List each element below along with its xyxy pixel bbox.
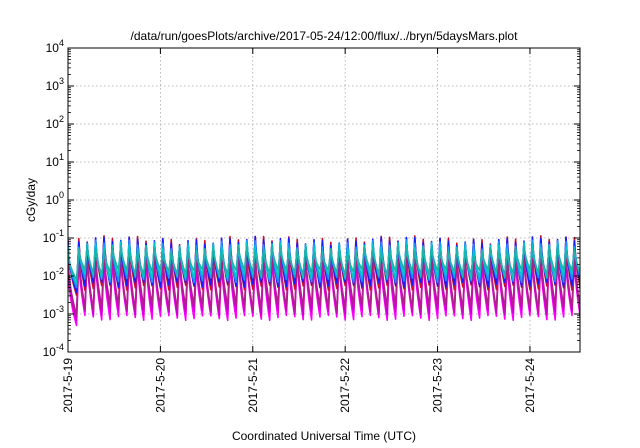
x-tick-labels: 2017-5-19 2017-5-20 2017-5-21 2017-5-22 2017… <box>61 358 537 413</box>
y-tick-base: 10 <box>46 41 60 55</box>
chart-title: /data/run/goesPlots/archive/2017-05-24/1… <box>131 29 519 43</box>
y-tick-exponent: 3 <box>59 76 64 86</box>
y-tick-label: 10-1 <box>43 228 64 245</box>
y-tick-exponent: 1 <box>59 152 64 162</box>
y-tick-base: 10 <box>43 269 57 283</box>
x-tick-label: 2017-5-24 <box>523 358 537 413</box>
y-tick-base: 10 <box>46 155 60 169</box>
y-axis-label: cGy/day <box>24 178 38 222</box>
ticks <box>67 47 580 353</box>
y-tick-label: 10-3 <box>43 304 64 321</box>
y-tick-exponent: -4 <box>56 342 64 352</box>
y-tick-base: 10 <box>46 79 60 93</box>
x-axis-label: Coordinated Universal Time (UTC) <box>232 429 416 443</box>
y-tick-base: 10 <box>43 345 57 359</box>
y-tick-label: 101 <box>46 152 64 169</box>
y-tick-label: 10-4 <box>43 342 64 359</box>
y-tick-exponent: -2 <box>56 266 64 276</box>
y-tick-base: 10 <box>43 231 57 245</box>
y-tick-exponent: -3 <box>56 304 64 314</box>
y-tick-exponent: 0 <box>59 190 64 200</box>
series-line <box>68 244 580 281</box>
y-tick-label: 104 <box>46 38 64 55</box>
y-tick-exponent: 4 <box>59 38 64 48</box>
y-tick-label: 10-2 <box>43 266 64 283</box>
y-tick-base: 10 <box>46 117 60 131</box>
x-tick-label: 2017-5-21 <box>246 358 260 413</box>
y-tick-exponent: 2 <box>59 114 64 124</box>
y-tick-base: 10 <box>46 193 60 207</box>
x-tick-label: 2017-5-23 <box>431 358 445 413</box>
y-tick-base: 10 <box>43 307 57 321</box>
x-tick-label: 2017-5-22 <box>338 358 352 413</box>
y-tick-label: 102 <box>46 114 64 131</box>
x-tick-label: 2017-5-20 <box>153 358 167 413</box>
y-tick-exponent: -1 <box>56 228 64 238</box>
series-group <box>68 235 580 327</box>
y-tick-label: 100 <box>46 190 64 207</box>
x-tick-label: 2017-5-19 <box>61 358 75 413</box>
y-tick-label: 103 <box>46 76 64 93</box>
